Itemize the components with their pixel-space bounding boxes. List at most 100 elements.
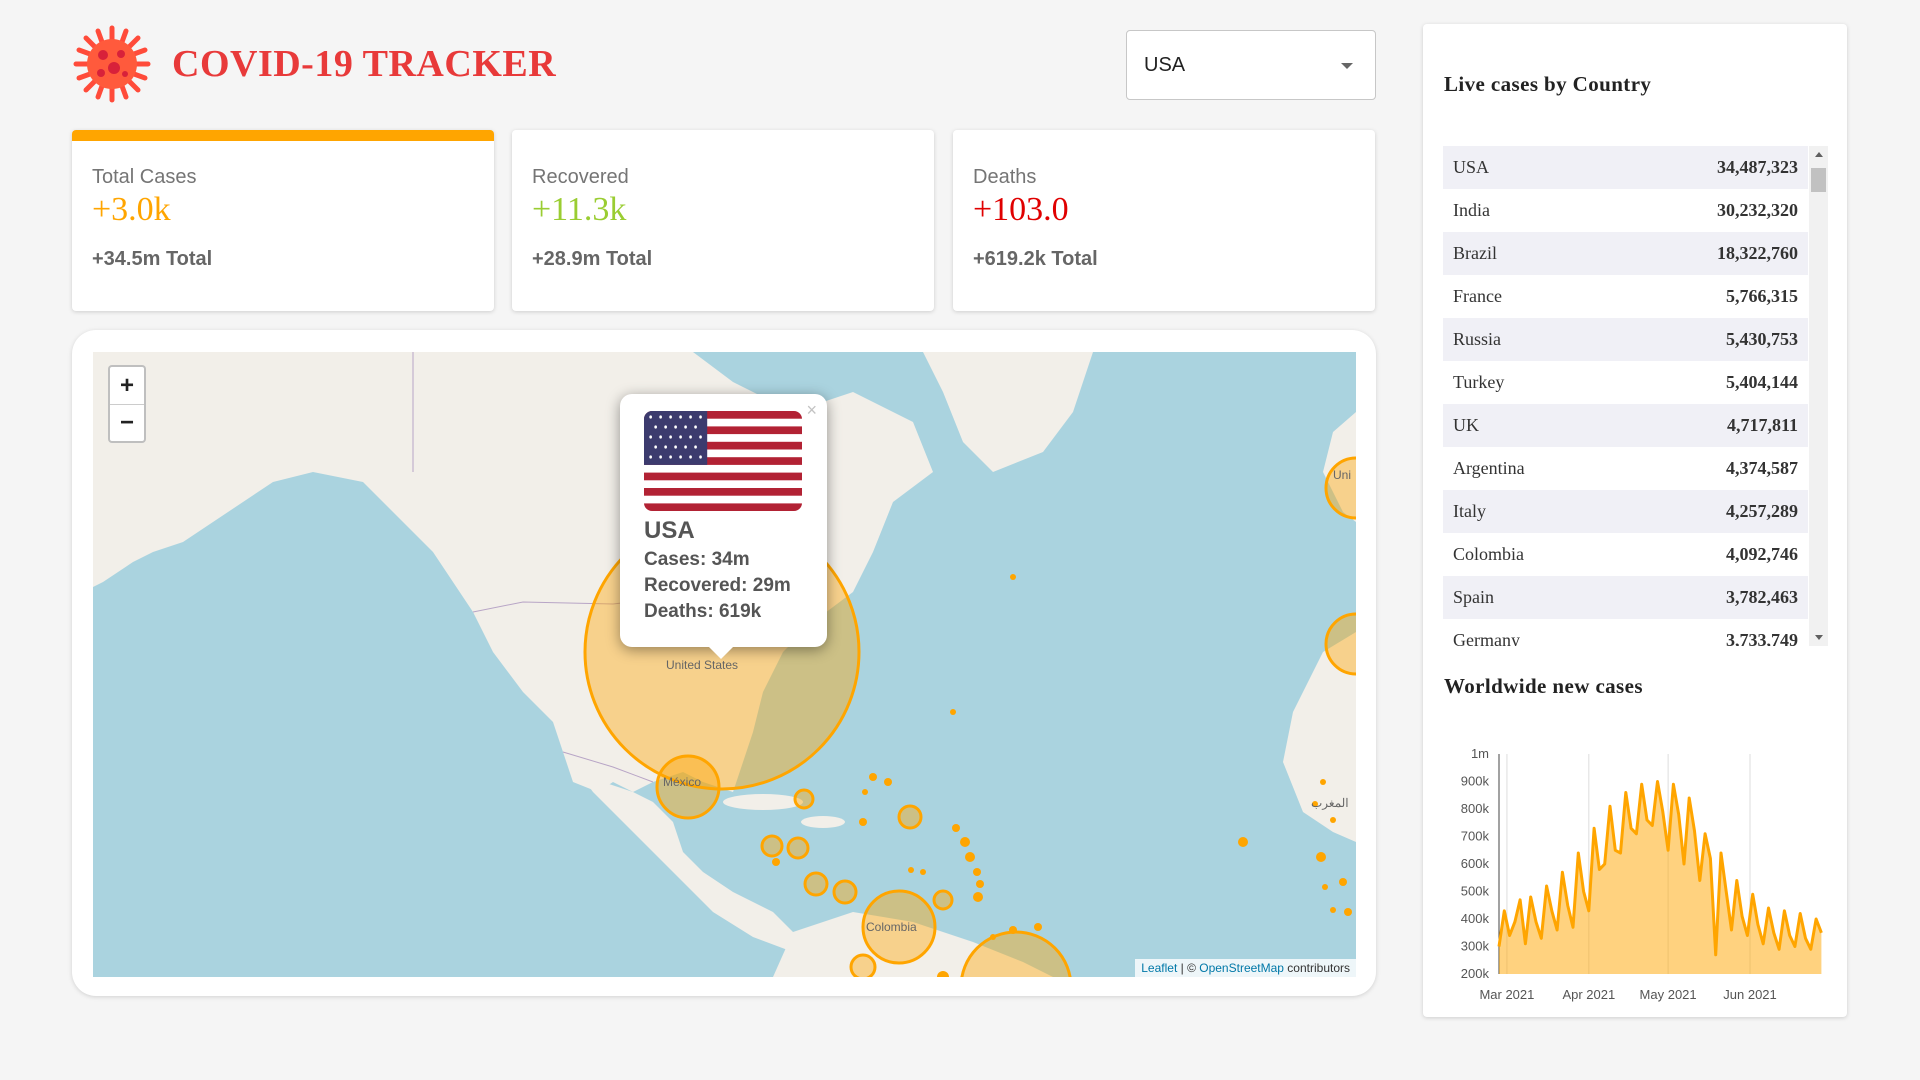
row-country: France bbox=[1453, 286, 1502, 306]
row-cases: 5,404,144 bbox=[1726, 372, 1798, 392]
case-circle[interactable] bbox=[832, 879, 858, 905]
y-tick-label: 200k bbox=[1461, 966, 1490, 981]
row-country: Spain bbox=[1453, 587, 1495, 607]
x-tick-label: Apr 2021 bbox=[1562, 987, 1615, 1002]
case-circle[interactable] bbox=[849, 953, 877, 977]
case-circle-spain[interactable] bbox=[1324, 612, 1356, 676]
row-country: USA bbox=[1453, 157, 1490, 177]
case-circle[interactable] bbox=[793, 788, 815, 810]
popup-recovered: Recovered: 29m bbox=[644, 575, 791, 596]
case-circle-brazil[interactable] bbox=[960, 930, 1072, 977]
row-cases: 5,430,753 bbox=[1726, 329, 1798, 349]
world-map[interactable]: United States México Colombia المغرب Uni… bbox=[93, 352, 1356, 977]
case-circle[interactable] bbox=[786, 836, 810, 860]
country-popup: × USA Cases: 34m Recovered: 29m Deaths: … bbox=[620, 394, 827, 659]
row-cases: 4,257,289 bbox=[1726, 501, 1798, 521]
y-tick-label: 400k bbox=[1461, 911, 1490, 926]
table-row: India 30,232,320 bbox=[1443, 189, 1808, 232]
attribution-contributors: contributors bbox=[1283, 961, 1350, 975]
row-cases: 4,717,811 bbox=[1726, 415, 1798, 435]
stat-card-recovered[interactable]: Recovered +11.3k +28.9m Total bbox=[512, 130, 934, 311]
country-select[interactable]: USA bbox=[1126, 30, 1376, 100]
row-country: Italy bbox=[1453, 501, 1486, 521]
table-row: France 5,766,315 bbox=[1443, 275, 1808, 318]
case-circle-colombia[interactable] bbox=[861, 889, 937, 965]
row-cases: 3,733,749 bbox=[1726, 630, 1798, 646]
series-line bbox=[1497, 780, 1823, 957]
case-circle[interactable] bbox=[803, 871, 829, 897]
case-circle[interactable] bbox=[760, 834, 784, 858]
zoom-control: + − bbox=[108, 365, 146, 443]
country-select-value: USA bbox=[1144, 53, 1186, 76]
row-country: Turkey bbox=[1453, 372, 1505, 392]
row-cases: 18,322,760 bbox=[1717, 243, 1798, 263]
map-label-morocco: المغرب bbox=[1311, 796, 1349, 810]
case-circle[interactable] bbox=[897, 804, 923, 830]
stat-value: +3.0k bbox=[92, 191, 171, 228]
stat-card-deaths[interactable]: Deaths +103.0 +619.2k Total bbox=[953, 130, 1375, 311]
osm-link[interactable]: OpenStreetMap bbox=[1199, 961, 1284, 975]
zoom-out-button[interactable]: − bbox=[110, 404, 144, 441]
row-country: India bbox=[1453, 200, 1490, 220]
row-country: Russia bbox=[1453, 329, 1502, 349]
table-row: USA 34,487,323 bbox=[1443, 146, 1808, 189]
leaflet-link[interactable]: Leaflet bbox=[1141, 961, 1178, 975]
row-country: Colombia bbox=[1453, 544, 1524, 564]
table-row: Spain 3,782,463 bbox=[1443, 576, 1808, 619]
right-panel: Live cases by Country USA 34,487,323 India… bbox=[1423, 24, 1847, 1017]
usa-flag-icon bbox=[644, 411, 802, 511]
x-tick-label: Jun 2021 bbox=[1723, 987, 1777, 1002]
scroll-thumb[interactable] bbox=[1811, 168, 1826, 192]
close-icon[interactable]: × bbox=[806, 400, 817, 420]
live-cases-title: Live cases by Country bbox=[1444, 72, 1652, 96]
row-cases: 4,374,587 bbox=[1726, 458, 1798, 478]
chart-title: Worldwide new cases bbox=[1444, 674, 1643, 698]
series-area bbox=[1499, 781, 1822, 974]
app-title: COVID-19 TRACKER bbox=[172, 43, 557, 85]
stat-title: Deaths bbox=[973, 166, 1037, 188]
x-tick-label: May 2021 bbox=[1640, 987, 1697, 1002]
stat-card-total-cases[interactable]: Total Cases +3.0k +34.5m Total bbox=[72, 130, 494, 311]
stat-total: +28.9m Total bbox=[532, 248, 653, 271]
case-circle-mexico[interactable] bbox=[655, 754, 721, 820]
map-attribution: Leaflet | © OpenStreetMap contributors bbox=[1135, 959, 1356, 977]
y-tick-label: 700k bbox=[1461, 829, 1490, 844]
row-cases: 34,487,323 bbox=[1717, 157, 1798, 177]
scroll-up-icon[interactable] bbox=[1815, 152, 1823, 157]
zoom-in-button[interactable]: + bbox=[119, 371, 134, 399]
stat-total: +619.2k Total bbox=[973, 248, 1098, 271]
row-country: UK bbox=[1453, 415, 1479, 435]
table-row: Argentina 4,374,587 bbox=[1443, 447, 1808, 490]
map-label-colombia: Colombia bbox=[866, 920, 917, 934]
row-country: Brazil bbox=[1453, 243, 1497, 263]
map-label-uk: Uni bbox=[1333, 468, 1351, 482]
y-tick-label: 800k bbox=[1461, 801, 1490, 816]
y-tick-label: 500k bbox=[1461, 884, 1490, 899]
row-country: Argentina bbox=[1453, 458, 1525, 478]
table-row: Colombia 4,092,746 bbox=[1443, 533, 1808, 576]
y-tick-label: 300k bbox=[1461, 939, 1490, 954]
stat-value: +103.0 bbox=[973, 191, 1069, 228]
row-cases: 3,782,463 bbox=[1726, 587, 1798, 607]
row-cases: 4,092,746 bbox=[1726, 544, 1798, 564]
x-tick-label: Mar 2021 bbox=[1479, 987, 1534, 1002]
y-tick-label: 600k bbox=[1461, 856, 1490, 871]
live-cases-table[interactable]: USA 34,487,323 India 30,232,320 Brazil 18,322… bbox=[1443, 146, 1828, 646]
popup-deaths: Deaths: 619k bbox=[644, 601, 762, 622]
popup-cases: Cases: 34m bbox=[644, 549, 750, 570]
new-cases-chart: 1m 900k 800k 700k 600k 500k 400k 300k 200k Mar 20… bbox=[1461, 746, 1823, 1002]
table-row: Brazil 18,322,760 bbox=[1443, 232, 1808, 275]
chevron-down-icon bbox=[1341, 63, 1353, 69]
stat-title: Recovered bbox=[532, 166, 629, 188]
case-circle[interactable] bbox=[932, 889, 954, 911]
stat-total: +34.5m Total bbox=[92, 248, 213, 271]
case-circle-uk[interactable] bbox=[1324, 456, 1356, 520]
scroll-down-icon[interactable] bbox=[1815, 635, 1823, 640]
virus-icon bbox=[73, 25, 151, 103]
table-row: Turkey 5,404,144 bbox=[1443, 361, 1808, 404]
popup-country-name: USA bbox=[644, 517, 695, 544]
table-scrollbar[interactable] bbox=[1809, 146, 1828, 646]
table-row: Germany 3,733,749 bbox=[1443, 619, 1808, 646]
y-tick-label: 1m bbox=[1471, 746, 1489, 761]
attribution-sep: | © bbox=[1177, 961, 1200, 975]
